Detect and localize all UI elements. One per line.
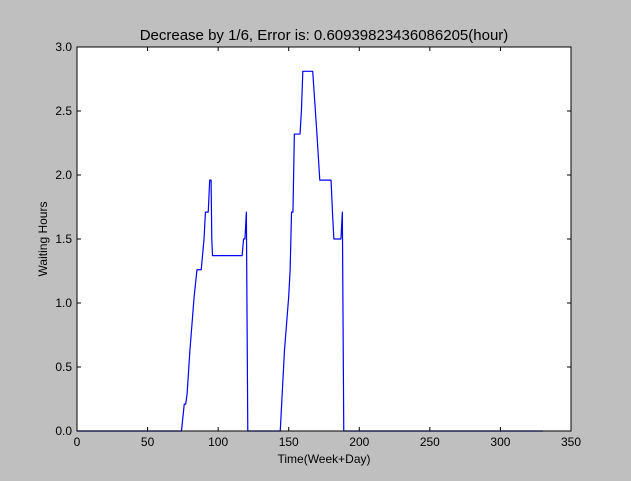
- x-tick-label: 50: [141, 435, 155, 449]
- x-tick-label: 350: [561, 435, 581, 449]
- x-tick-label: 250: [420, 435, 440, 449]
- y-axis-label: Waiting Hours: [36, 202, 50, 277]
- y-tick-label: 2.0: [55, 168, 72, 182]
- plot-area: [77, 47, 571, 431]
- plot-frame: [76, 46, 572, 432]
- tick-labels: 0 50 100 150 200 250 300 350 0.0 0.5 1.0 1.5 2.0 2.5 3…: [55, 40, 581, 449]
- y-tick-label: 1.5: [55, 232, 72, 246]
- x-tick-label: 0: [74, 435, 81, 449]
- y-tick-label: 0.5: [55, 360, 72, 374]
- x-axis-label: Time(Week+Day): [277, 452, 370, 466]
- y-tick-label: 2.5: [55, 104, 72, 118]
- y-tick-label: 0.0: [55, 424, 72, 438]
- x-tick-label: 200: [349, 435, 369, 449]
- y-tick-label: 3.0: [55, 40, 72, 54]
- y-tick-label: 1.0: [55, 296, 72, 310]
- x-tick-label: 150: [279, 435, 299, 449]
- chart-title: Decrease by 1/6, Error is: 0.60939823436…: [140, 27, 509, 44]
- x-tick-label: 300: [490, 435, 510, 449]
- x-tick-label: 100: [208, 435, 228, 449]
